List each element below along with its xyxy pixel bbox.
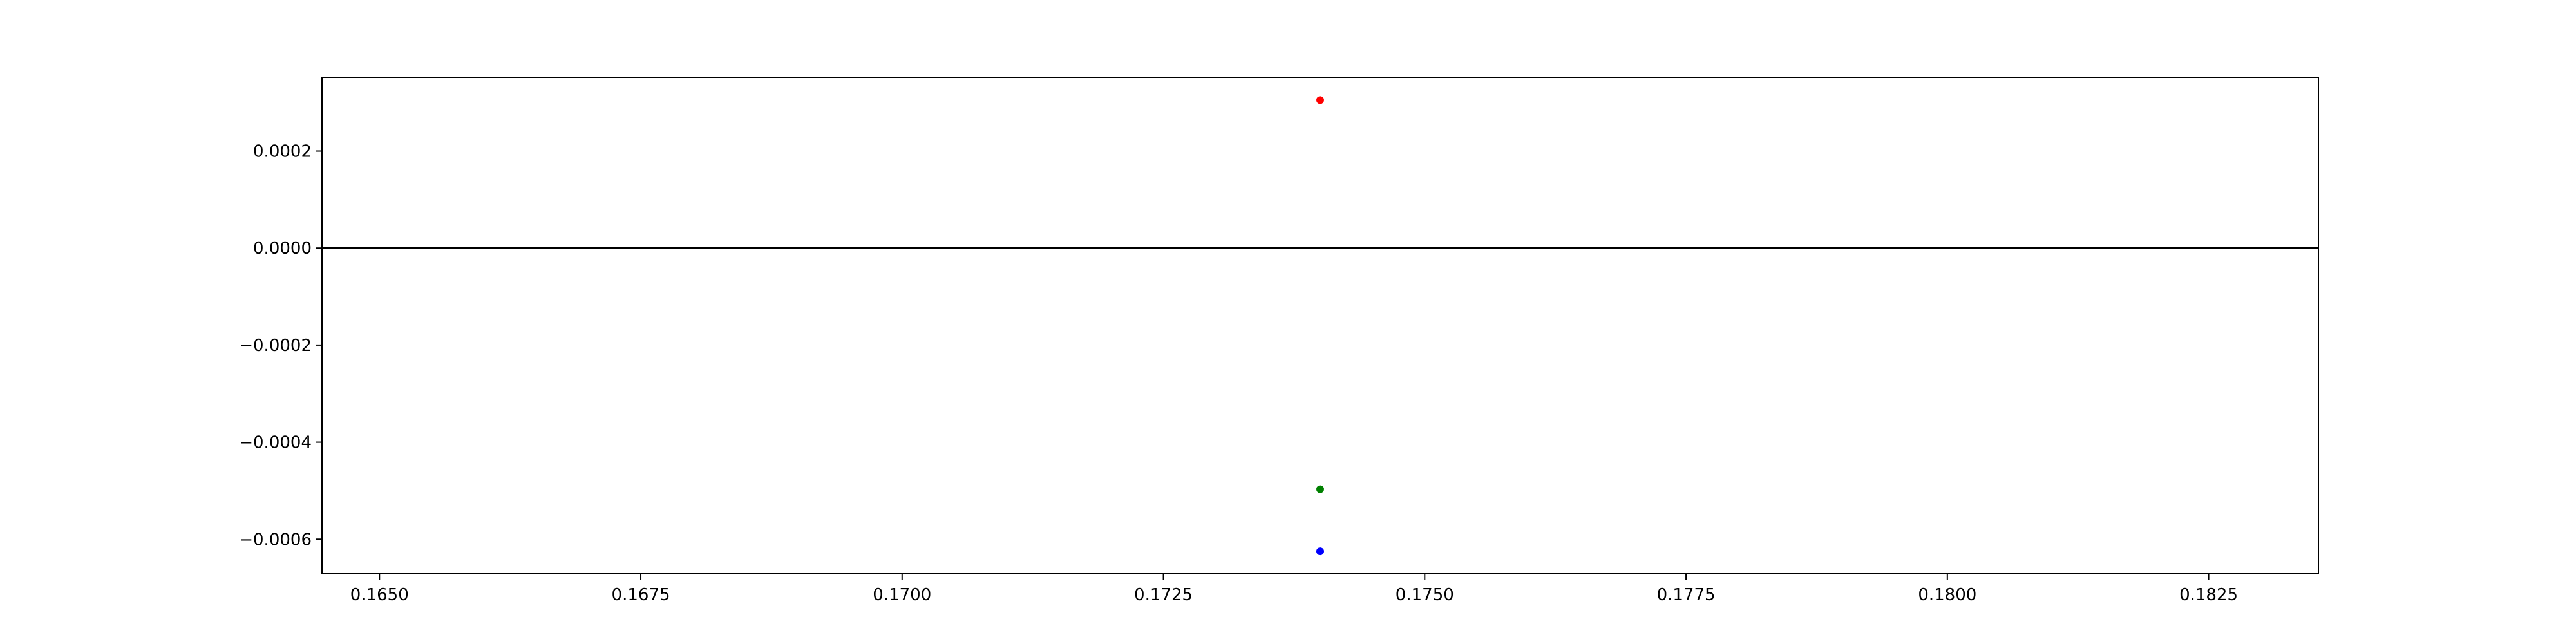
y-axis-ticks: 0.0002 0.0000 −0.0002 −0.0004 −0.0006 <box>239 142 322 549</box>
plot-background <box>322 77 2318 573</box>
x-tick-label: 0.1775 <box>1657 585 1716 605</box>
x-tick-label: 0.1675 <box>612 585 670 605</box>
y-tick-label: 0.0002 <box>253 142 312 162</box>
x-tick-label: 0.1825 <box>2179 585 2238 605</box>
x-tick-label: 0.1700 <box>873 585 931 605</box>
x-tick-label: 0.1800 <box>1918 585 1976 605</box>
plot-frame <box>321 77 2319 574</box>
y-tick-label: −0.0006 <box>239 530 312 549</box>
data-points <box>1316 96 1324 556</box>
y-tick-label: 0.0000 <box>253 239 312 258</box>
data-point <box>1316 547 1324 556</box>
y-tick-label: −0.0004 <box>239 433 312 453</box>
x-tick-label: 0.1725 <box>1134 585 1193 605</box>
x-axis-ticks: 0.1650 0.1675 0.1700 0.1725 0.1750 0.1775 0.18… <box>350 573 2238 605</box>
data-point <box>1316 96 1324 104</box>
y-tick-label: −0.0002 <box>239 336 312 355</box>
x-tick-label: 0.1650 <box>350 585 409 605</box>
x-tick-label: 0.1750 <box>1396 585 1454 605</box>
data-point <box>1316 485 1324 493</box>
